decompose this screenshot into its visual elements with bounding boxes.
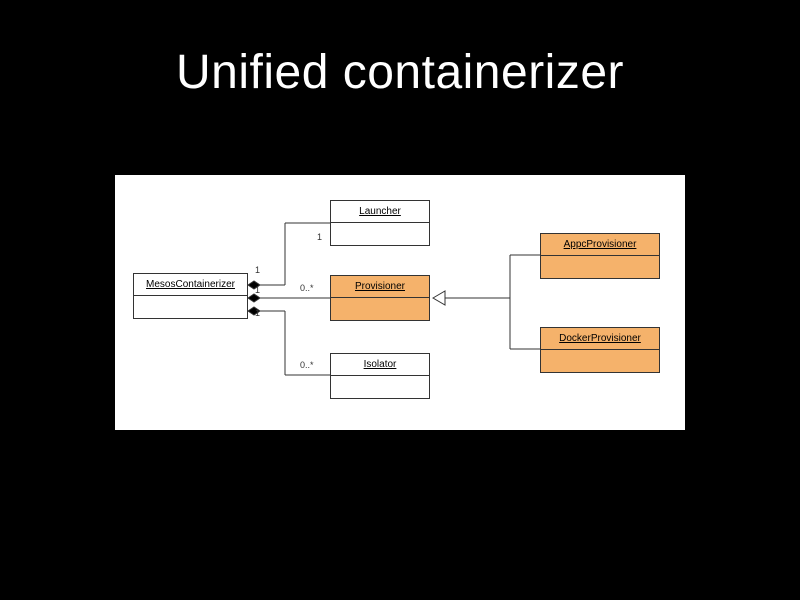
multiplicity-label: 0..* — [300, 283, 314, 293]
uml-class-isolator: Isolator — [330, 353, 430, 399]
uml-class-appc: AppcProvisioner — [540, 233, 660, 279]
uml-class-body — [541, 350, 659, 372]
uml-class-launcher: Launcher — [330, 200, 430, 246]
uml-class-body — [541, 256, 659, 278]
uml-class-docker: DockerProvisioner — [540, 327, 660, 373]
uml-class-body — [331, 223, 429, 245]
uml-class-body — [331, 298, 429, 320]
multiplicity-label: 1 — [255, 265, 260, 275]
uml-class-name: Isolator — [331, 354, 429, 376]
uml-diagram: MesosContainerizer Launcher Provisioner Iso… — [115, 175, 685, 430]
uml-class-name: AppcProvisioner — [541, 234, 659, 256]
multiplicity-label: 1 — [255, 285, 260, 295]
uml-class-name: DockerProvisioner — [541, 328, 659, 350]
uml-class-provisioner: Provisioner — [330, 275, 430, 321]
uml-class-body — [331, 376, 429, 398]
uml-class-name: MesosContainerizer — [134, 274, 247, 296]
multiplicity-label: 1 — [255, 308, 260, 318]
uml-class-mesos: MesosContainerizer — [133, 273, 248, 319]
uml-class-name: Provisioner — [331, 276, 429, 298]
uml-class-body — [134, 296, 247, 318]
uml-class-name: Launcher — [331, 201, 429, 223]
multiplicity-label: 1 — [317, 232, 322, 242]
multiplicity-label: 0..* — [300, 360, 314, 370]
slide-title: Unified containerizer — [0, 0, 800, 100]
